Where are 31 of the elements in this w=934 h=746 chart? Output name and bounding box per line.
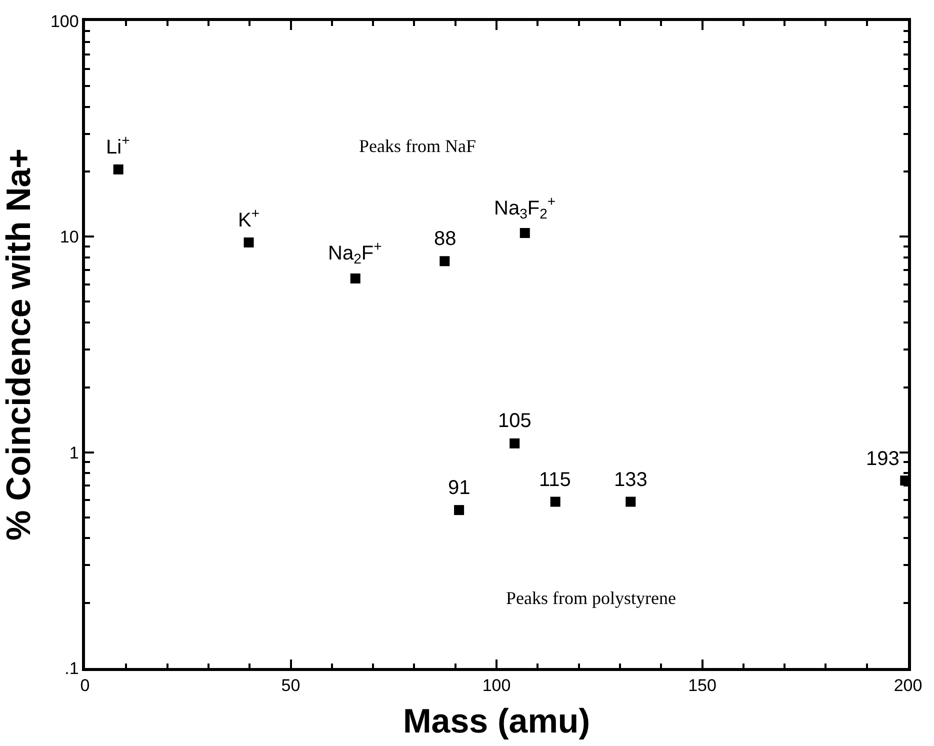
- y-axis-title: % Coincidence with Na+: [0, 148, 38, 541]
- point: [113, 164, 124, 174]
- annotation: Li$^{+}$: [106, 132, 130, 158]
- x-tick-label: 150: [688, 676, 716, 696]
- point: [350, 273, 360, 284]
- annotation: 91: [448, 477, 470, 499]
- y-tick-label: 100: [50, 12, 79, 31]
- x-tick-label: 100: [482, 676, 511, 696]
- y-tick-label: .1: [64, 658, 79, 678]
- point: [440, 256, 450, 266]
- x-tick-label: 50: [281, 676, 300, 696]
- annotation: Peaks from polystyrene: [506, 588, 676, 608]
- point: [510, 438, 520, 448]
- point: [244, 237, 254, 248]
- point: [454, 505, 464, 516]
- annotation: K$^{+}$: [238, 205, 260, 232]
- annotation: 133: [614, 469, 648, 491]
- x-tick-label: 200: [894, 676, 922, 696]
- point: [520, 228, 530, 238]
- annotation: 88: [434, 228, 456, 250]
- annotation: Na$_{2}$F$^{+}$: [328, 238, 382, 267]
- annotation: Peaks from NaF: [359, 136, 476, 156]
- annotation: 193: [866, 448, 900, 470]
- annotation: 105: [498, 410, 532, 432]
- point: [550, 496, 560, 507]
- y-tick-label: 10: [60, 228, 79, 247]
- x-tick-label: 0: [80, 676, 90, 696]
- annotation: 115: [539, 469, 571, 491]
- x-axis-title: Mass (amu): [402, 702, 590, 740]
- point: [626, 496, 636, 507]
- y-tick-label: 1: [69, 443, 79, 462]
